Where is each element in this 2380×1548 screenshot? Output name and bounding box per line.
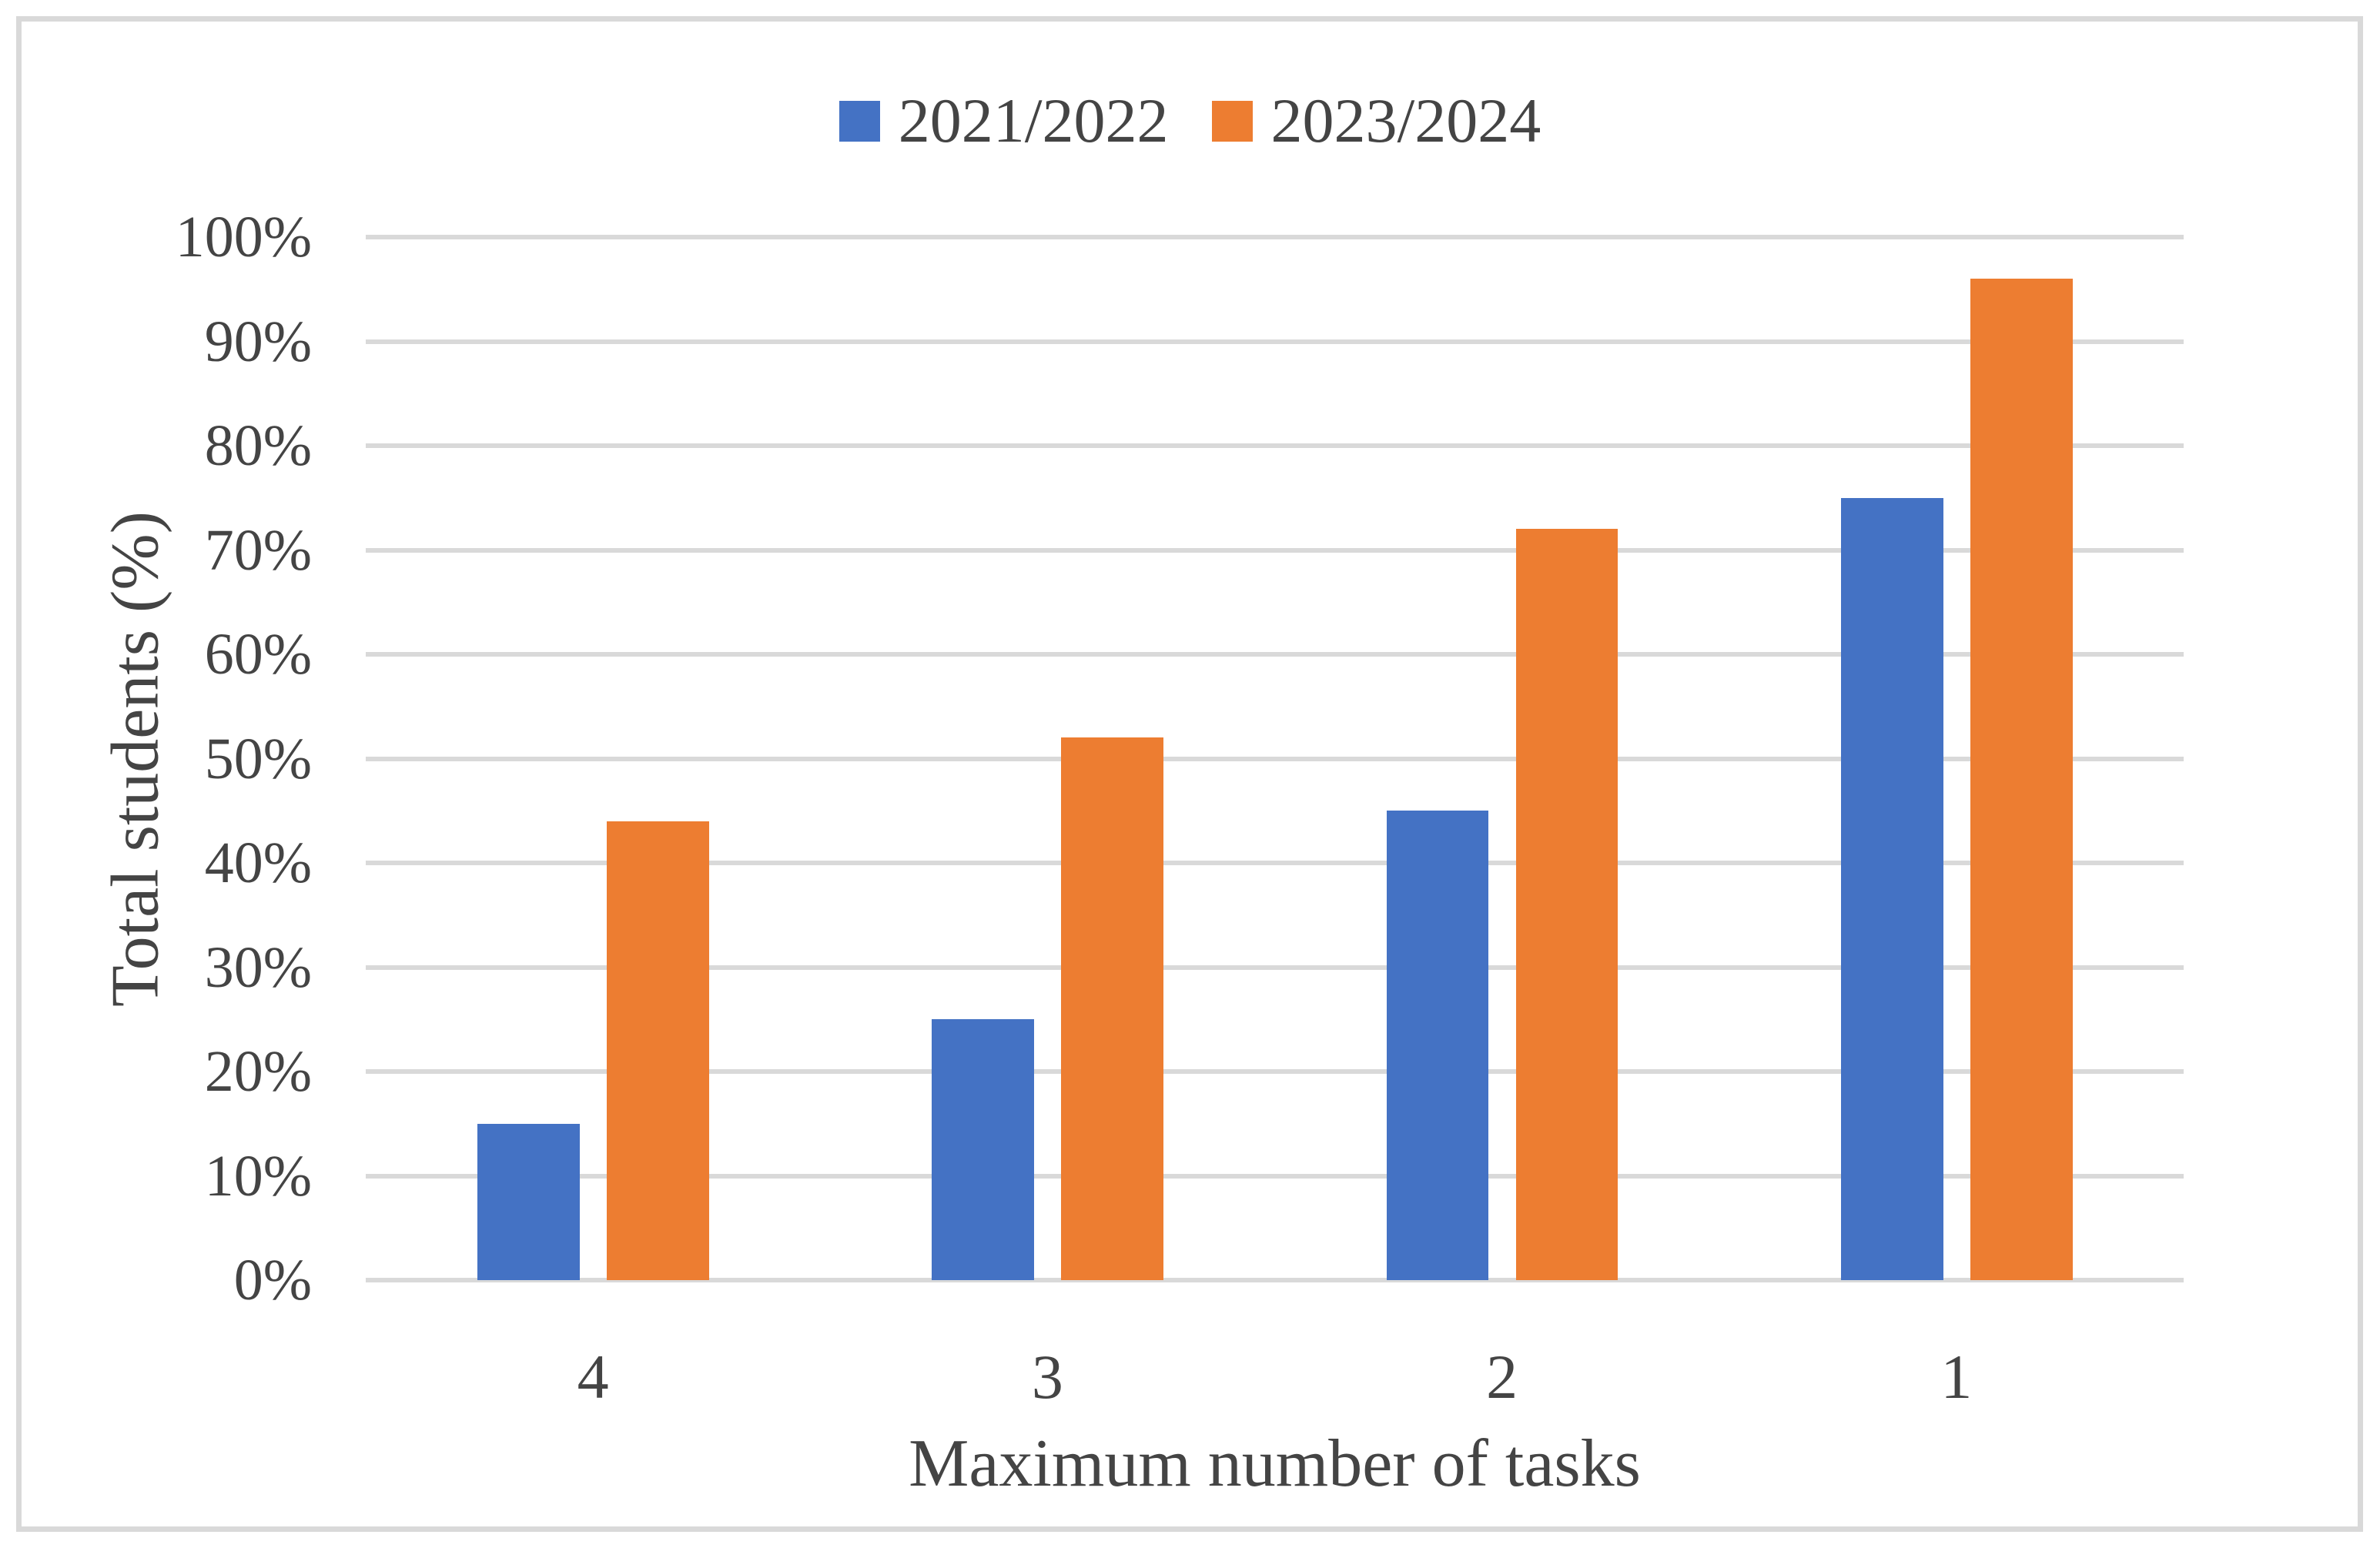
y-tick-label-50%: 50% <box>204 726 312 791</box>
bar-2023-2024-category-3 <box>1061 737 1164 1280</box>
y-tick-label-30%: 30% <box>204 934 312 1000</box>
y-tick-label-70%: 70% <box>204 517 312 583</box>
x-category-label-4: 4 <box>577 1342 609 1412</box>
legend-label-2021-2022: 2021/2022 <box>898 85 1169 155</box>
x-axis-labels: 4 3 2 1 <box>366 1280 2184 1426</box>
category-group-4 <box>366 237 820 1280</box>
category-group-2 <box>1275 237 1729 1280</box>
legend-swatch-2023-2024 <box>1211 100 1253 142</box>
bar-2021-2022-category-1 <box>1840 497 1943 1280</box>
x-category-label-1: 1 <box>1940 1342 1973 1412</box>
legend-item-2023-2024: 2023/2024 <box>1211 85 1541 155</box>
x-category-label-3: 3 <box>1031 1342 1063 1412</box>
plot-area <box>366 235 2184 1282</box>
gridline-60% <box>366 652 2184 657</box>
gridline-10% <box>366 1173 2184 1179</box>
bar-2021-2022-category-3 <box>932 1019 1035 1280</box>
legend-label-2023-2024: 2023/2024 <box>1270 85 1541 155</box>
gridline-30% <box>366 965 2184 970</box>
x-category-label-2: 2 <box>1486 1342 1518 1412</box>
bar-2023-2024-category-1 <box>1970 279 2073 1280</box>
gridline-0% <box>366 1278 2184 1282</box>
gridline-100% <box>366 235 2184 239</box>
legend-swatch-2021-2022 <box>839 100 880 142</box>
y-tick-label-40%: 40% <box>204 831 312 895</box>
bar-2023-2024-category-4 <box>607 821 709 1280</box>
legend-item-2021-2022: 2021/2022 <box>839 89 1169 152</box>
gridline-50% <box>366 756 2184 761</box>
gridline-80% <box>366 443 2184 448</box>
category-group-1 <box>1729 237 2184 1280</box>
y-tick-label-80%: 80% <box>204 413 312 478</box>
y-tick-label-90%: 90% <box>204 309 312 374</box>
x-axis-title: Maximum number of tasks <box>909 1426 1641 1501</box>
y-tick-label-10%: 10% <box>204 1143 312 1209</box>
bar-2023-2024-category-2 <box>1515 529 1618 1280</box>
gridline-40% <box>366 861 2184 865</box>
category-group-3 <box>820 237 1274 1280</box>
bar-2021-2022-category-4 <box>477 1123 580 1280</box>
y-axis-ticks: 0% 10% 20% 30% 40% 50% 60% 70% 80% 90% 100% <box>0 208 312 1309</box>
gridline-90% <box>366 339 2184 344</box>
legend: 2021/2022 2023/2024 <box>0 89 2380 152</box>
y-tick-label-100%: 100% <box>175 205 312 269</box>
y-tick-label-0%: 0% <box>233 1248 312 1312</box>
gridline-20% <box>366 1069 2184 1074</box>
bar-2021-2022-category-2 <box>1386 811 1489 1280</box>
gridline-70% <box>366 547 2184 553</box>
y-tick-label-60%: 60% <box>204 622 312 687</box>
y-tick-label-20%: 20% <box>204 1039 312 1104</box>
